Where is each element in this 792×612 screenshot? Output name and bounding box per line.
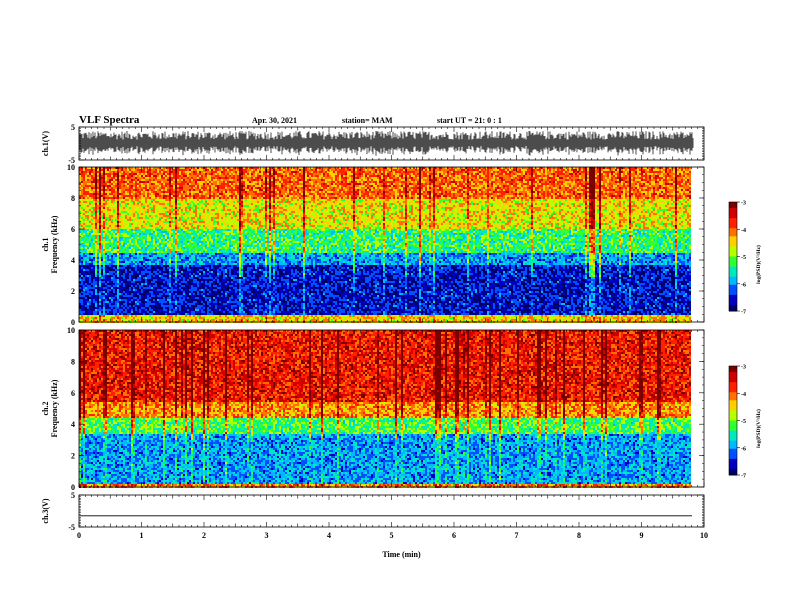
colorbar-tick-label: -7 bbox=[741, 310, 746, 316]
y-tick-label: 4 bbox=[71, 420, 75, 429]
colorbar-tick-label: -4 bbox=[741, 392, 746, 398]
y-axis-label: ch.3(V) bbox=[41, 498, 50, 523]
colorbar-tick-label: -3 bbox=[741, 365, 746, 371]
x-tick-label: 9 bbox=[640, 531, 644, 540]
colorbar: -3 -4 -5 -6 -7 log(PSD)(V²/Hz) bbox=[728, 201, 762, 316]
y-tick-label: 10 bbox=[67, 163, 75, 172]
y-tick-label: 5 bbox=[71, 123, 75, 132]
x-tick-label: 4 bbox=[327, 531, 331, 540]
y-axis-label: ch.1(V) bbox=[41, 131, 50, 156]
y-tick-label: 5 bbox=[71, 491, 75, 500]
colorbar-label: log(PSD)(V²/Hz) bbox=[755, 409, 762, 448]
ch1-spectrogram-panel: 0 2 4 6 8 10 ch.1 Frequency (kHz) bbox=[41, 163, 705, 327]
ch3-waveform-panel: 0 1 2 3 4 5 6 7 8 9 10 5 -5 ch.3(V) Time (min) bbox=[41, 491, 708, 559]
y-tick-label: 10 bbox=[67, 326, 75, 335]
header-start-time: start UT = 21: 0 : 1 bbox=[437, 116, 502, 125]
colorbars: -3 -4 -5 -6 -7 log(PSD)(V²/Hz) -3 -4 -5 -6 -7 log(P… bbox=[728, 201, 762, 480]
y-tick-label: 2 bbox=[71, 287, 75, 296]
spectrogram-cells bbox=[79, 167, 691, 323]
colorbar-tick-label: -6 bbox=[741, 282, 746, 288]
header-station: station= MAM bbox=[342, 116, 393, 125]
colorbar-tick-label: -7 bbox=[741, 474, 746, 480]
y-tick-label: 2 bbox=[71, 452, 75, 461]
y-tick-label: -5 bbox=[68, 523, 75, 532]
x-tick-label: 2 bbox=[202, 531, 206, 540]
colorbar-tick-label: -4 bbox=[741, 228, 746, 234]
colorbar-tick-label: -3 bbox=[741, 201, 746, 207]
header-date: Apr. 30, 2021 bbox=[252, 116, 297, 125]
y-axis-label: Frequency (kHz) bbox=[50, 379, 59, 437]
y-axis-label: ch.1 bbox=[41, 238, 50, 252]
ch2-spectrogram-panel: 0 2 4 6 8 10 ch.2 Frequency (kHz) bbox=[41, 326, 705, 492]
y-tick-label: -5 bbox=[68, 156, 75, 165]
ch1-waveform-panel: 5 -5 ch.1(V) bbox=[41, 123, 705, 165]
ch1-waveform-trace bbox=[79, 130, 694, 156]
x-axis-label: Time (min) bbox=[382, 550, 421, 559]
y-tick-label: 8 bbox=[71, 194, 75, 203]
y-tick-label: 0 bbox=[71, 483, 75, 492]
y-axis-label: ch.2 bbox=[41, 402, 50, 416]
figure-title: VLF Spectra bbox=[79, 114, 140, 126]
spectrogram-cells bbox=[79, 330, 691, 488]
x-tick-label: 7 bbox=[515, 531, 519, 540]
colorbar-tick-label: -6 bbox=[741, 446, 746, 452]
y-tick-label: 6 bbox=[71, 225, 75, 234]
y-axis-label: Frequency (kHz) bbox=[50, 215, 59, 273]
colorbar-label: log(PSD)(V²/Hz) bbox=[755, 245, 762, 284]
x-tick-label: 5 bbox=[390, 531, 394, 540]
y-tick-label: 6 bbox=[71, 389, 75, 398]
y-tick-label: 0 bbox=[71, 318, 75, 327]
x-tick-label: 0 bbox=[77, 531, 81, 540]
x-tick-label: 3 bbox=[265, 531, 269, 540]
colorbar-tick-label: -5 bbox=[741, 255, 746, 261]
x-tick-label: 6 bbox=[452, 531, 456, 540]
x-tick-label: 10 bbox=[700, 531, 708, 540]
colorbar-tick-label: -5 bbox=[741, 419, 746, 425]
colorbar: -3 -4 -5 -6 -7 log(PSD)(V²/Hz) bbox=[728, 365, 762, 480]
x-tick-label: 8 bbox=[577, 531, 581, 540]
x-tick-label: 1 bbox=[140, 531, 144, 540]
y-tick-label: 8 bbox=[71, 357, 75, 366]
y-tick-label: 4 bbox=[71, 256, 75, 265]
